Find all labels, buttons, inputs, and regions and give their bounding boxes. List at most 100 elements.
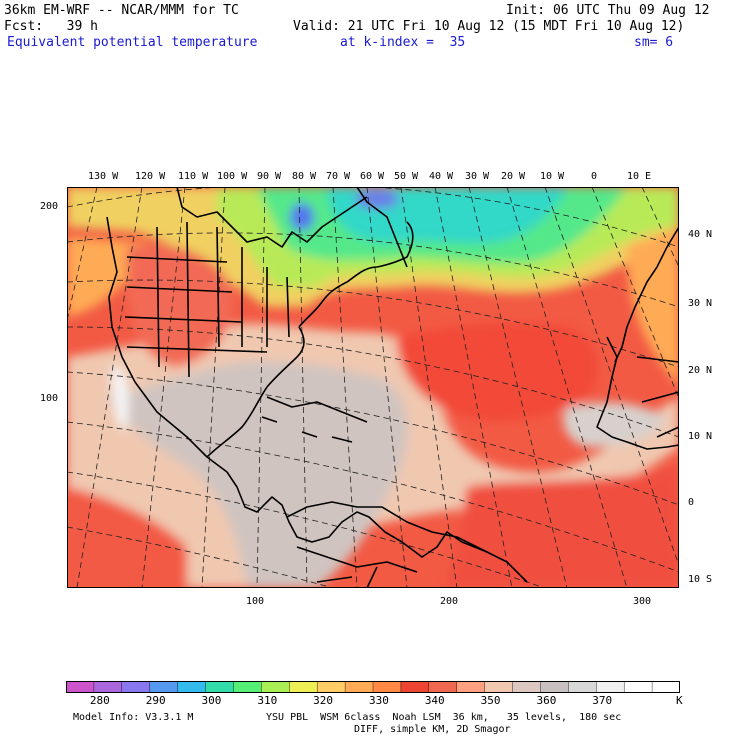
lat-line	[67, 187, 679, 248]
lat-line	[67, 421, 679, 573]
lat-line	[67, 232, 679, 308]
graticule	[67, 187, 679, 588]
colorbar-cell	[428, 681, 458, 693]
field-fill-white	[112, 366, 129, 430]
physics-info: YSU PBL WSM 6class Noah LSM 36 km, 35 le…	[266, 712, 622, 723]
lat-label: 30 N	[688, 298, 713, 309]
coast-south-america	[286, 501, 528, 583]
colorbar-cell	[484, 681, 514, 693]
lon-label: 50 W	[394, 171, 419, 182]
lon-label: 80 W	[292, 171, 317, 182]
lon-label: 10 W	[540, 171, 565, 182]
colorbar-tick-label: 330	[369, 694, 389, 707]
coast-canada	[176, 187, 368, 248]
lon-label: 90 W	[257, 171, 282, 182]
colorbar-cell	[316, 681, 346, 693]
coast-europe	[614, 226, 679, 363]
lon-label: 20 W	[501, 171, 526, 182]
borders-africa	[636, 356, 679, 438]
colorbar-tick-label: 280	[89, 694, 110, 707]
colorbar-cell	[261, 681, 290, 693]
coast-east	[298, 221, 414, 328]
colorbar-tick-label: 300	[201, 694, 222, 707]
lon-label: 30 W	[465, 171, 490, 182]
lon-line	[434, 187, 513, 588]
lon-line	[76, 187, 143, 588]
field-fill-red	[67, 487, 187, 588]
coast-labrador	[356, 187, 408, 268]
lon-label: 120 W	[135, 171, 166, 182]
colorbar-cell	[344, 681, 374, 693]
state-borders	[124, 221, 290, 378]
lon-line	[141, 187, 186, 588]
colorbar-tick-label: 320	[313, 694, 334, 707]
smoothing-info: sm= 6	[634, 35, 674, 50]
colorbar-cell	[456, 681, 486, 693]
field-fill-gray	[107, 361, 408, 588]
colorbar-cell	[289, 681, 318, 693]
lat-label: 0	[688, 497, 695, 508]
coastlines	[106, 187, 679, 588]
coast-africa	[596, 336, 679, 450]
lat-line	[67, 279, 679, 368]
lat-line	[67, 471, 547, 588]
lon-label: 60 W	[360, 171, 385, 182]
field-fill-red	[397, 322, 598, 421]
colorbar-cell	[233, 681, 263, 693]
lon-label: 100 W	[217, 171, 248, 182]
colorbar-tick-label: 290	[145, 694, 166, 707]
lon-line	[256, 187, 266, 588]
lat-label: 40 N	[688, 229, 713, 240]
colorbar-cell	[149, 681, 179, 693]
colorbar-cell	[568, 681, 597, 693]
field-fill-blue	[355, 189, 399, 209]
lat-line	[67, 326, 679, 438]
level-info: at k-index = 35	[340, 35, 466, 50]
grid-y-label: 100	[40, 393, 59, 404]
lon-label: 110 W	[178, 171, 209, 182]
colorbar-cell	[93, 681, 123, 693]
theta-e-map	[67, 187, 679, 588]
colorbar-cell	[177, 681, 207, 693]
colorbar-cell	[372, 681, 402, 693]
map-frame	[67, 187, 679, 588]
colorbar-tick-label: 310	[257, 694, 278, 707]
colorbar-cell	[205, 681, 235, 693]
lon-line	[366, 187, 408, 588]
coast-islands	[261, 416, 353, 443]
lat-label: 20 N	[688, 365, 713, 376]
colorbar-tick-label: 340	[424, 694, 445, 707]
lon-label: 10 E	[627, 171, 652, 182]
model-title: 36km EM-WRF -- NCAR/MMM for TC	[4, 3, 239, 18]
coast-antilles	[266, 396, 368, 423]
lon-label: 130 W	[88, 171, 119, 182]
init-time: Init: 06 UTC Thu 09 Aug 12	[506, 3, 710, 18]
grid-y-label: 200	[40, 201, 59, 212]
lon-line	[201, 187, 226, 588]
lon-label: 40 W	[429, 171, 454, 182]
lon-line	[332, 187, 358, 588]
colorbar-cell	[121, 681, 151, 693]
grid-x-label: 300	[633, 596, 652, 607]
lon-line	[544, 187, 679, 567]
colorbar-cell	[66, 681, 95, 693]
lon-line	[641, 187, 679, 269]
colorbar-cell	[596, 681, 625, 693]
lon-line	[298, 187, 308, 588]
colorbar-tick-label: 370	[592, 694, 613, 707]
forecast-hour: Fcst: 39 h	[4, 19, 98, 34]
lon-line	[591, 187, 679, 400]
coast-gulf	[206, 326, 305, 458]
field-fill-orange	[627, 227, 679, 387]
field-fill-red	[447, 467, 679, 588]
coast-americas	[106, 216, 488, 558]
grid-x-label: 200	[440, 596, 459, 607]
diffusion-info: DIFF, simple KM, 2D Smagor	[354, 724, 511, 735]
field-fill-gray	[563, 402, 667, 447]
valid-time: Valid: 21 UTC Fri 10 Aug 12 (15 MDT Fri …	[293, 19, 685, 34]
colorbar-tick-label: 350	[480, 694, 501, 707]
colorbar-cell	[512, 681, 542, 693]
lon-line	[468, 187, 568, 588]
colorbar-cell	[651, 681, 680, 693]
lon-label: 0	[591, 171, 598, 182]
